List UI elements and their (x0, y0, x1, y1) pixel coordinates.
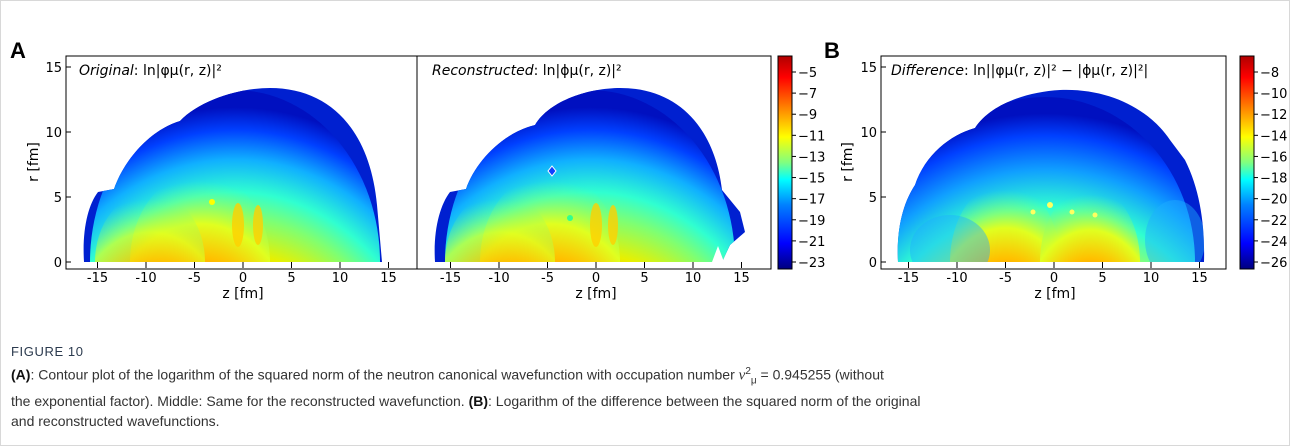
x-tick-label: -10 (135, 271, 156, 286)
x-tick-label: 0 (239, 271, 247, 286)
colorbar-tick-label: −7 (798, 87, 817, 102)
xlabel-reconstructed: z [fm] (575, 286, 616, 302)
colorbar-tick-label: −17 (798, 193, 825, 208)
y-tick-label: 0 (869, 256, 877, 271)
x-tick-label: 15 (733, 271, 750, 286)
y-tick-label: 10 (45, 126, 62, 141)
colorbar-b-scale (1239, 55, 1255, 270)
colorbar-tick-label: −8 (1260, 66, 1279, 81)
panel-original (65, 55, 418, 270)
panel-difference (880, 55, 1227, 270)
y-tick-label: 0 (54, 256, 62, 271)
x-tick-label: 0 (1050, 271, 1058, 286)
x-tick-label: 5 (640, 271, 648, 286)
x-tick-label: 10 (332, 271, 349, 286)
title-original: Original: ln|φμ(r, z)|² (79, 63, 222, 79)
x-tick-label: -15 (898, 271, 919, 286)
colorbar-a-scale (777, 55, 793, 270)
y-tick-label: 5 (869, 191, 877, 206)
caption-line-2: the exponential factor). Middle: Same fo… (11, 393, 465, 410)
colorbar-tick-label: −21 (798, 235, 825, 250)
xlabel-original: z [fm] (222, 286, 263, 302)
x-tick-label: -5 (188, 271, 201, 286)
title-reconstructed: Reconstructed: ln|ϕμ(r, z)|² (432, 63, 622, 79)
ylabel-original: r [fm] (26, 142, 42, 182)
title-difference: Difference: ln||φμ(r, z)|² − |ϕμ(r, z)|²… (891, 63, 1148, 79)
colorbar-tick-label: −24 (1260, 235, 1287, 250)
colorbar-tick-label: −5 (798, 66, 817, 81)
x-tick-label: -15 (440, 271, 461, 286)
colorbar-tick-label: −20 (1260, 193, 1287, 208)
occupation-symbol: v (738, 367, 746, 384)
x-tick-label: 10 (1143, 271, 1160, 286)
figure-caption: (A): Contour plot of the logarithm of th… (11, 366, 921, 430)
x-tick-label: 10 (685, 271, 702, 286)
contour-fill-reconstructed (445, 90, 735, 262)
y-tick-label: 10 (860, 126, 877, 141)
caption-tag-b: (B) (468, 393, 489, 410)
colorbar-tick-label: −19 (798, 214, 825, 229)
colorbar-tick-label: −15 (798, 172, 825, 187)
panel-letter-a: A (10, 38, 26, 63)
colorbar-tick-label: −12 (1260, 108, 1287, 123)
colorbar-tick-label: −13 (798, 150, 825, 165)
panel-reconstructed (416, 55, 772, 270)
x-tick-label: -5 (541, 271, 554, 286)
colorbar-tick-label: −23 (798, 256, 825, 271)
figure-label: FIGURE 10 (11, 344, 84, 359)
colorbar-a: −5 −7 −9 −11 −13 −15 −17 −19 −21 −23 (777, 55, 825, 271)
colorbar-tick-label: −18 (1260, 172, 1287, 187)
colorbar-tick-label: −11 (798, 129, 825, 144)
caption-line-3: and reconstructed wavefunctions. (11, 413, 220, 430)
x-tick-label: 0 (592, 271, 600, 286)
contour-fill-original (90, 90, 380, 262)
colorbar-tick-label: −14 (1260, 129, 1287, 144)
xlabel-difference: z [fm] (1034, 286, 1075, 302)
caption-text-b: : Logarithm of the difference between th… (488, 393, 921, 410)
y-tick-label: 15 (860, 61, 877, 76)
x-tick-label: 15 (1191, 271, 1208, 286)
x-tick-label: -10 (488, 271, 509, 286)
y-tick-label: 5 (54, 191, 62, 206)
colorbar-tick-label: −26 (1260, 256, 1287, 271)
occupation-value: = 0.945255 (without (756, 366, 884, 383)
figure-graphic: −5−7−9−11−13−15−17−19−21−23 −8−10−12−14−… (26, 55, 1287, 302)
colorbar-tick-label: −16 (1260, 150, 1287, 165)
y-tick-label: 15 (45, 61, 62, 76)
x-tick-label: -5 (999, 271, 1012, 286)
x-tick-label: 5 (1098, 271, 1106, 286)
caption-text-a: : Contour plot of the logarithm of the s… (30, 366, 735, 383)
colorbar-b: −8 −10 −12 −14 −16 −18 −20 −22 −24 −26 (1239, 55, 1287, 271)
colorbar-tick-label: −22 (1260, 214, 1287, 229)
colorbar-tick-label: −9 (798, 108, 817, 123)
ylabel-difference: r [fm] (840, 142, 856, 182)
panel-letter-b: B (824, 38, 840, 63)
x-tick-label: 5 (287, 271, 295, 286)
colorbar-tick-label: −10 (1260, 87, 1287, 102)
x-tick-label: -15 (87, 271, 108, 286)
x-tick-label: -10 (946, 271, 967, 286)
caption-tag-a: (A) (11, 366, 31, 383)
x-tick-label: 15 (380, 271, 397, 286)
